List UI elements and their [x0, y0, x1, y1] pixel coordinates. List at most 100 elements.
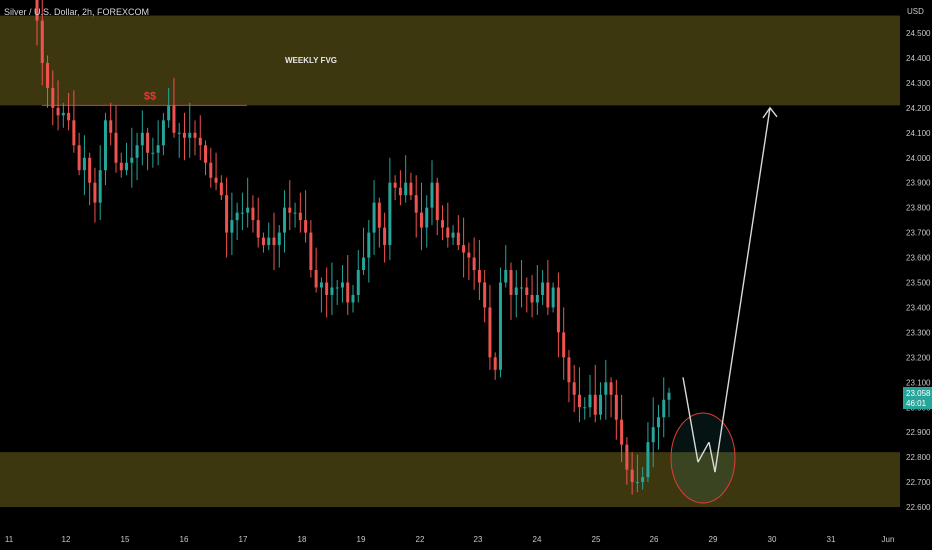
projection-segment — [682, 377, 699, 463]
candle-body — [567, 357, 571, 383]
candle-body — [267, 237, 271, 246]
price-tick-label: 24.000 — [906, 154, 931, 163]
candle-body — [667, 392, 671, 400]
candle-body — [425, 207, 429, 228]
candle-body — [351, 294, 355, 303]
candle-body — [277, 232, 281, 246]
candle-body — [151, 152, 155, 154]
candle-body — [383, 227, 387, 246]
candle-body — [467, 252, 471, 258]
candle-body — [525, 287, 529, 295]
candle-body — [656, 417, 660, 428]
weekly-fvg-label: WEEKLY FVG — [285, 56, 337, 65]
date-tick-label: 26 — [650, 535, 659, 544]
candle-body — [509, 270, 513, 295]
candle-body — [635, 482, 639, 484]
candle-body — [377, 202, 381, 228]
candle-body — [662, 399, 666, 418]
candle-body — [451, 232, 455, 238]
candle-body — [46, 62, 50, 88]
candle-body — [414, 195, 418, 213]
candle-body — [77, 145, 81, 171]
last-price-value: 23.058 — [906, 389, 931, 398]
candle-body — [393, 182, 397, 188]
candle-body — [330, 287, 334, 295]
candle-body — [103, 120, 107, 171]
candle-body — [577, 394, 581, 408]
projection-segment — [714, 107, 771, 473]
candle-body — [614, 394, 618, 420]
candle-body — [225, 195, 229, 233]
price-tick-label: 23.300 — [906, 328, 931, 337]
candle-body — [641, 477, 645, 483]
candle-body — [235, 212, 239, 221]
candle-body — [119, 162, 123, 171]
candle-body — [325, 282, 329, 295]
price-tick-label: 24.200 — [906, 104, 931, 113]
target-circle — [670, 412, 736, 504]
candle-body — [51, 87, 55, 108]
candle-body — [298, 212, 302, 221]
price-tick-label: 24.100 — [906, 129, 931, 138]
candle-body — [583, 407, 587, 409]
candle-body — [209, 162, 213, 178]
candle-body — [419, 212, 423, 228]
candle-body — [504, 270, 508, 283]
time-axis[interactable]: 11 12 15 16 17 18 19 22 23 24 25 26 29 30 31 Jun — [5, 535, 895, 544]
price-tick-label: 22.600 — [906, 503, 931, 512]
currency-label: USD — [907, 7, 924, 16]
candle-body — [256, 220, 260, 238]
candle-body — [288, 207, 292, 213]
candle-body — [167, 105, 171, 121]
candle-body — [651, 427, 655, 443]
candle-body — [67, 112, 71, 121]
candle-body — [304, 220, 308, 233]
candle-body — [430, 182, 434, 208]
candle-body — [356, 270, 360, 295]
price-tick-label: 22.700 — [906, 478, 931, 487]
candle-body — [135, 145, 139, 158]
candle-body — [372, 202, 376, 233]
candle-body — [488, 307, 492, 358]
price-tick-label: 24.300 — [906, 79, 931, 88]
candle-body — [620, 419, 624, 445]
candle-body — [293, 212, 297, 214]
price-tick-label: 23.800 — [906, 204, 931, 213]
candle-body — [125, 162, 129, 171]
date-tick-label: 22 — [416, 535, 425, 544]
candle-body — [193, 132, 197, 138]
price-tick-label: 23.400 — [906, 303, 931, 312]
candle-body — [309, 232, 313, 271]
candle-body — [493, 357, 497, 370]
date-tick-label: 29 — [709, 535, 718, 544]
candle-body — [219, 182, 223, 196]
candle-body — [240, 212, 244, 214]
candle-body — [198, 137, 202, 146]
date-tick-label: 18 — [298, 535, 307, 544]
candle-body — [562, 332, 566, 358]
candle-body — [441, 220, 445, 228]
candlestick-series — [35, 0, 671, 495]
candle-body — [472, 257, 476, 271]
projection-segment — [708, 442, 716, 473]
demand-zone — [0, 452, 900, 508]
candle-body — [114, 132, 118, 163]
candle-body — [593, 394, 597, 415]
candle-body — [93, 182, 97, 203]
candle-body — [56, 107, 60, 116]
candle-body — [140, 132, 144, 146]
candle-body — [130, 157, 134, 163]
candle-body — [72, 120, 76, 146]
candle-body — [109, 120, 113, 133]
candle-body — [588, 394, 592, 408]
date-tick-label: 23 — [474, 535, 483, 544]
date-tick-label: Jun — [882, 535, 895, 544]
candle-body — [599, 394, 603, 415]
candle-body — [61, 112, 65, 116]
bar-countdown: 46:01 — [906, 399, 927, 408]
candle-body — [88, 157, 92, 183]
candle-body — [551, 287, 555, 308]
candle-body — [214, 177, 218, 183]
candle-body — [462, 245, 466, 253]
